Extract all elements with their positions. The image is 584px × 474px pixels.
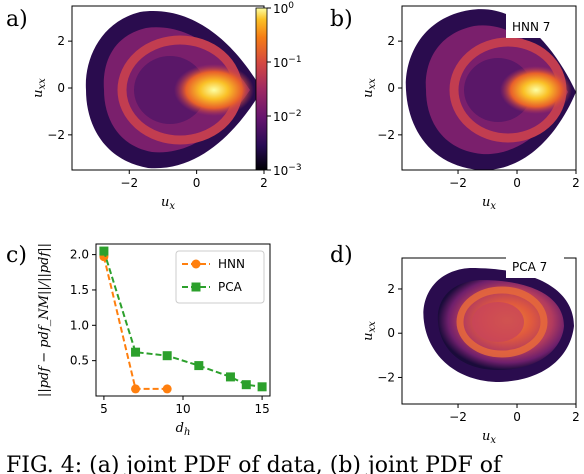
panel-b-ytick-label: 2 [387,34,395,48]
series-line-hnn [102,256,168,390]
panel-a-xtick-label: 0 [193,176,201,190]
panel-d-annotation-box [506,254,564,278]
panel-c-xlabel: dh [176,421,191,438]
panel-d-xtick-label: 2 [572,410,580,424]
data-point-hnn [162,384,172,394]
panel-a-ytick-label: −2 [47,128,65,142]
data-point-pca [194,361,204,371]
panel-label-d: d) [330,243,353,268]
panel-d-heatmap [423,268,574,382]
panel-b-xtick-label: −2 [449,176,467,190]
panel-c-xlabel-base: d [176,421,184,436]
panel-d-frame [401,257,577,405]
panel-b-xtick-label: 2 [572,176,580,190]
panel-a-xlabel-base: u [161,195,169,210]
panel-c-ytick-label: 1.0 [70,318,89,332]
panel-c-legend: HNN PCA [175,250,265,304]
colorbar-tick-label: 10−2 [273,109,302,124]
data-point-pca [162,351,172,361]
data-point-pca [131,347,141,357]
panel-b-ylabel-base: u [361,89,376,97]
panel-d-xtick-label: −2 [449,410,467,424]
panel-c-ytick-label: 0.5 [70,354,89,368]
panel-a-ytick-label: 0 [57,81,65,95]
colorbar-exp-0: 0 [288,1,294,11]
panel-d-ylabel: uxx [361,321,378,341]
panel-label-c: c) [6,243,27,268]
panel-label-b: b) [330,7,353,32]
panel-d-ylabel-base: u [361,332,376,340]
panel-a-xtick-label: 2 [260,176,268,190]
panel-label-a: a) [6,7,28,32]
panel-b-ylabel-sub: xx [367,78,378,90]
colorbar-exp-3: −3 [288,163,301,173]
panel-d-inner-ring [456,286,548,358]
data-point-pca [257,382,267,392]
panel-c-xtick-label: 10 [175,402,190,416]
panel-c-xtick-label: 15 [254,402,269,416]
panel-c-ytick-label: 1.5 [70,283,89,297]
panel-d-annotation: PCA 7 [512,260,547,274]
panel-a-heatmap [85,11,262,169]
panel-d-ytick-label: 2 [387,282,395,296]
panel-a-hotspot [174,64,254,116]
colorbar-exp-1: −1 [288,55,301,65]
panel-b-xlabel: ux [482,195,496,212]
colorbar-ticks [267,7,271,171]
panel-c-axes: 5 10 15 0.5 1.0 1.5 2.0 dh ||pdf − pdf_NM||/||pd… [37,243,270,438]
panel-a-xlabel: ux [161,195,175,212]
legend-label-pca: PCA [218,280,243,294]
panel-a-ylabel-base: u [31,89,46,97]
panel-b-heatmap [405,9,576,170]
colorbar [255,7,268,171]
panel-a-ylabel-sub: xx [37,78,48,90]
panel-c-plot [99,246,267,394]
panel-b-ylabel: uxx [361,78,378,98]
figure-caption: FIG. 4: (a) joint PDF of data, (b) joint… [6,453,503,474]
data-point-hnn [131,384,141,394]
panel-b-ytick-label: 0 [387,81,395,95]
panel-b-hotspot [500,66,572,114]
panel-d-xlabel: ux [482,429,496,446]
colorbar-exp-2: −2 [288,109,301,119]
panel-b-xlabel-sub: x [490,201,496,212]
data-point-pca [241,380,251,390]
legend-marker-hnn [191,259,201,269]
panel-b-xtick-label: 0 [513,176,521,190]
panel-c-xtick-label: 5 [100,402,108,416]
panel-d-xlabel-sub: x [490,435,496,446]
panel-c-ytick-label: 2.0 [70,248,89,262]
panel-a-xtick-label: −2 [120,176,138,190]
panel-b-xlabel-base: u [482,195,490,210]
data-point-pca [225,372,235,382]
panel-d-xtick-label: 0 [513,410,521,424]
panel-b-annotation-box [506,14,566,38]
panel-a-xlabel-sub: x [169,201,175,212]
panel-d-xlabel-base: u [482,429,490,444]
panel-c-xlabel-sub: h [184,427,190,438]
panel-a-ytick-label: 2 [57,34,65,48]
legend-label-hnn: HNN [218,257,245,271]
panel-d-ylabel-sub: xx [367,321,378,333]
data-point-pca [99,246,109,256]
panel-d-ytick-label: −2 [377,370,395,384]
panel-b-ytick-label: −2 [377,128,395,142]
panel-b-annotation: HNN 7 [512,20,550,34]
panel-d-inner-hole [472,302,524,342]
colorbar-tick-label: 10−1 [273,55,302,70]
panel-c-ylabel: ||pdf − pdf_NM||/||pdf|| [37,243,52,397]
panel-a-ylabel: uxx [31,78,48,98]
legend-marker-pca [191,282,201,292]
panel-d-ytick-label: 0 [387,326,395,340]
colorbar-tick-label: 10−3 [273,163,302,178]
colorbar-tick-label: 100 [273,1,294,16]
